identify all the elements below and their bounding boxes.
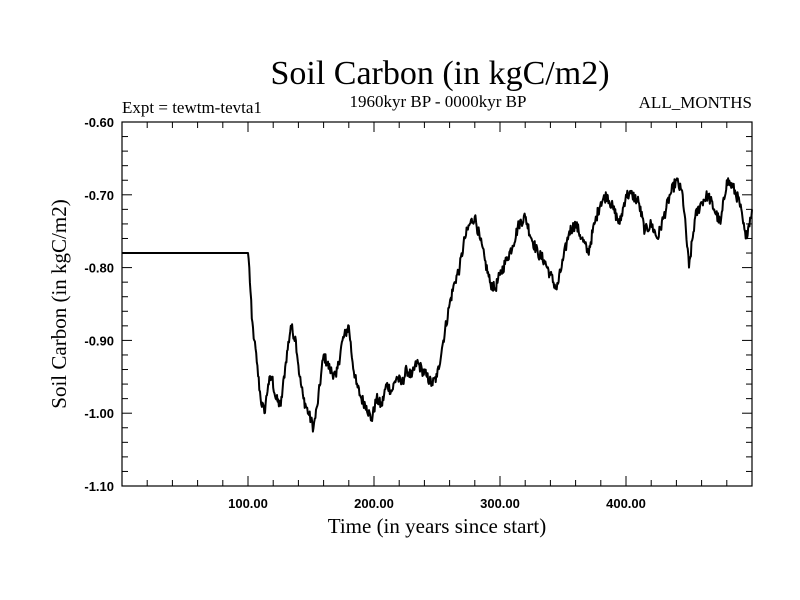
months-label: ALL_MONTHS (639, 93, 752, 112)
y-tick-label: -0.60 (84, 115, 114, 130)
y-tick-label: -0.70 (84, 188, 114, 203)
x-tick-label: 200.00 (354, 496, 394, 511)
tick-labels: 100.00 200.00 300.00 400.00 -0.60 -0.70 -0.80 -… (84, 115, 646, 511)
y-tick-label: -1.10 (84, 479, 114, 494)
plot-frame (121, 121, 753, 487)
x-tick-label: 400.00 (606, 496, 646, 511)
x-tick-label: 100.00 (228, 496, 268, 511)
y-tick-label: -0.90 (84, 333, 114, 348)
axis-ticks (122, 122, 752, 486)
chart-subtitle: 1960kyr BP - 0000kyr BP (350, 92, 527, 111)
series-line-soil-carbon (122, 177, 753, 433)
experiment-label: Expt = tewtm-tevta1 (122, 98, 262, 117)
x-tick-label: 300.00 (480, 496, 520, 511)
y-axis-label: Soil Carbon (in kgC/m2) (47, 199, 71, 408)
y-tick-label: -1.00 (84, 406, 114, 421)
x-axis-label: Time (in years since start) (328, 514, 547, 538)
y-tick-label: -0.80 (84, 261, 114, 276)
chart-title: Soil Carbon (in kgC/m2) (270, 55, 609, 92)
